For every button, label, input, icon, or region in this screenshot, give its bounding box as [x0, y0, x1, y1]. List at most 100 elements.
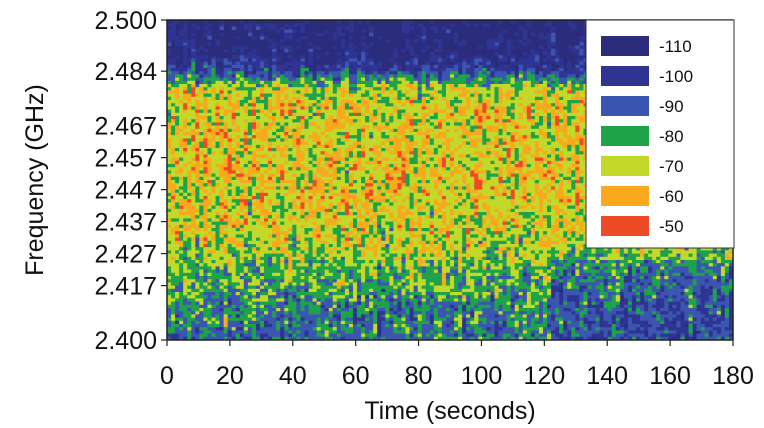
heatmap-cell	[462, 58, 467, 62]
heatmap-cell	[292, 112, 297, 117]
heatmap-cell	[425, 106, 431, 110]
heatmap-cell	[296, 64, 301, 69]
heatmap-cell	[579, 100, 584, 104]
heatmap-cell	[352, 144, 358, 149]
heatmap-cell	[324, 164, 330, 168]
heatmap-cell	[425, 119, 431, 123]
heatmap-cell	[437, 39, 443, 43]
heatmap-cell	[458, 154, 463, 158]
heatmap-cell	[231, 80, 237, 85]
heatmap-cell	[284, 112, 289, 117]
heatmap-cell	[231, 71, 237, 75]
heatmap-cell	[530, 100, 536, 104]
heatmap-cell	[514, 128, 520, 133]
heatmap-cell	[183, 71, 188, 75]
heatmap-cell	[417, 71, 423, 75]
heatmap-cell	[304, 141, 309, 146]
heatmap-cell	[280, 74, 285, 78]
heatmap-cell	[340, 122, 346, 126]
heatmap-cell	[409, 52, 415, 56]
heatmap-cell	[251, 119, 257, 123]
heatmap-cell	[377, 154, 382, 158]
heatmap-cell	[171, 128, 176, 133]
heatmap-cell	[510, 61, 516, 66]
heatmap-cell	[320, 164, 326, 168]
heatmap-cell	[454, 64, 459, 69]
heatmap-cell	[462, 93, 467, 98]
heatmap-cell	[405, 119, 410, 123]
heatmap-cell	[195, 93, 200, 98]
heatmap-cell	[373, 164, 378, 168]
heatmap-cell	[203, 135, 208, 139]
heatmap-cell	[437, 141, 443, 146]
heatmap-cell	[336, 112, 342, 117]
heatmap-cell	[292, 58, 297, 62]
heatmap-cell	[175, 42, 180, 46]
heatmap-cell	[292, 122, 297, 126]
heatmap-cell	[187, 106, 192, 110]
heatmap-cell	[308, 141, 313, 146]
heatmap-cell	[235, 77, 241, 82]
heatmap-cell	[276, 106, 281, 110]
heatmap-cell	[235, 106, 241, 110]
heatmap-cell	[494, 71, 499, 75]
heatmap-cell	[239, 64, 245, 69]
heatmap-cell	[365, 160, 370, 165]
heatmap-cell	[421, 151, 427, 155]
heatmap-cell	[575, 157, 580, 162]
heatmap-cell	[357, 144, 362, 149]
heatmap-cell	[445, 96, 451, 101]
heatmap-cell	[542, 148, 548, 152]
heatmap-cell	[187, 141, 192, 146]
heatmap-cell	[211, 144, 216, 149]
heatmap-cell	[272, 77, 277, 82]
heatmap-cell	[445, 71, 451, 75]
heatmap-cell	[486, 119, 491, 123]
heatmap-cell	[211, 141, 216, 146]
heatmap-cell	[490, 112, 495, 117]
heatmap-cell	[417, 77, 423, 82]
heatmap-cell	[255, 109, 261, 114]
heatmap-cell	[397, 90, 402, 94]
heatmap-cell	[211, 154, 216, 158]
heatmap-cell	[344, 52, 350, 56]
heatmap-cell	[324, 128, 330, 133]
heatmap-cell	[316, 122, 322, 126]
heatmap-cell	[429, 74, 435, 78]
heatmap-cell	[478, 109, 483, 114]
heatmap-cell	[413, 39, 419, 43]
heatmap-cell	[498, 103, 503, 107]
heatmap-cell	[276, 68, 281, 72]
heatmap-cell	[231, 116, 237, 120]
heatmap-cell	[551, 100, 556, 104]
heatmap-cell	[239, 119, 245, 123]
heatmap-cell	[551, 157, 556, 162]
heatmap-cell	[215, 93, 220, 98]
heatmap-cell	[502, 109, 507, 114]
heatmap-cell	[555, 132, 560, 136]
heatmap-cell	[385, 128, 390, 133]
heatmap-cell	[470, 128, 475, 133]
heatmap-cell	[365, 80, 370, 85]
heatmap-cell	[478, 141, 483, 146]
heatmap-cell	[316, 80, 322, 85]
heatmap-cell	[352, 90, 358, 94]
heatmap-cell	[207, 100, 212, 104]
heatmap-cell	[478, 103, 483, 107]
heatmap-cell	[450, 58, 455, 62]
heatmap-cell	[417, 74, 423, 78]
heatmap-cell	[324, 64, 330, 69]
heatmap-cell	[454, 61, 459, 66]
heatmap-cell	[191, 138, 196, 142]
heatmap-cell	[502, 116, 507, 120]
heatmap-cell	[243, 141, 249, 146]
heatmap-cell	[276, 160, 281, 165]
heatmap-cell	[526, 144, 532, 149]
heatmap-cell	[563, 112, 568, 117]
heatmap-cell	[389, 132, 394, 136]
heatmap-cell	[534, 128, 540, 133]
heatmap-cell	[175, 84, 180, 88]
heatmap-cell	[405, 71, 410, 75]
heatmap-cell	[514, 119, 520, 123]
